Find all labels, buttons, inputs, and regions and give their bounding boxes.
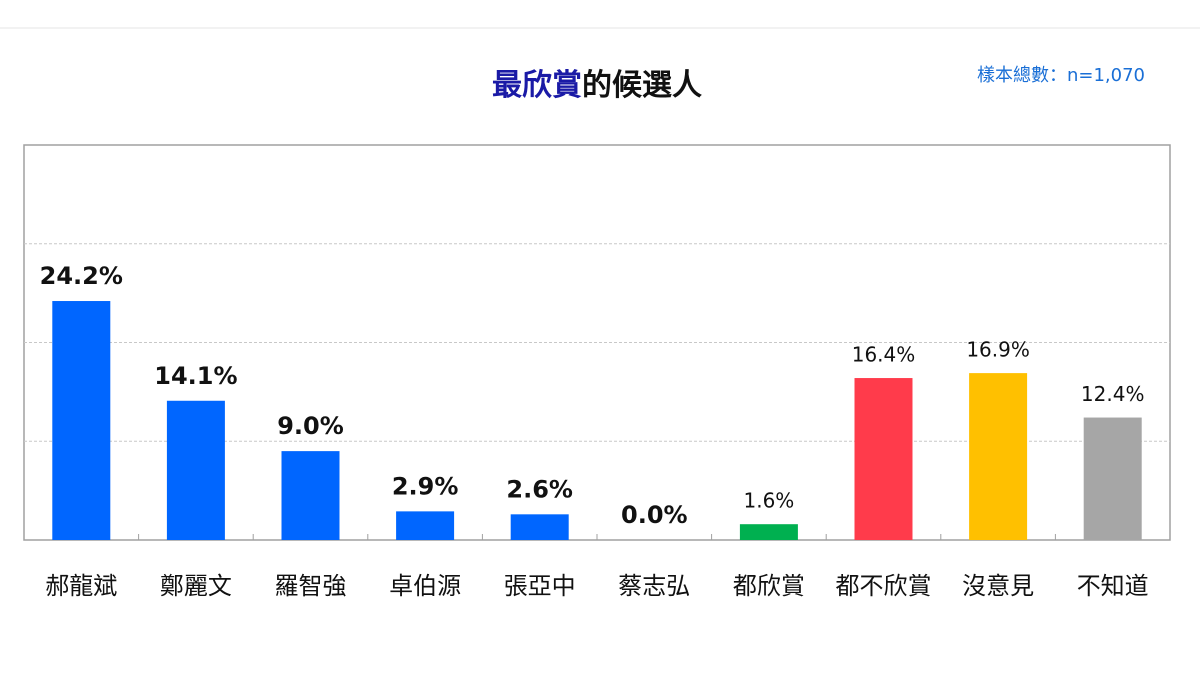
x-tick-label: 羅智強 (275, 572, 347, 600)
bar (281, 451, 340, 540)
bar (396, 511, 455, 540)
value-label: 1.6% (743, 489, 794, 513)
value-label: 16.4% (852, 343, 916, 367)
title-highlight: 最欣賞 (492, 68, 582, 103)
bar (854, 378, 913, 540)
value-label: 2.9% (392, 472, 459, 500)
x-tick-label: 卓伯源 (389, 572, 461, 600)
bar (52, 301, 111, 540)
value-label: 12.4% (1081, 382, 1145, 406)
value-label: 9.0% (277, 412, 344, 440)
sample-note: 樣本總數：n=1,070 (977, 65, 1145, 86)
x-tick-label: 鄭麗文 (160, 572, 232, 600)
value-label: 2.6% (506, 475, 573, 503)
chart-title: 最欣賞的候選人 (492, 68, 702, 103)
value-label: 16.9% (966, 338, 1030, 362)
x-tick-label: 張亞中 (504, 572, 576, 600)
value-label: 24.2% (40, 262, 123, 290)
title-rest: 的候選人 (582, 68, 702, 103)
x-tick-label: 不知道 (1077, 572, 1149, 600)
bar (510, 514, 569, 540)
value-label: 0.0% (621, 501, 688, 529)
bar (1083, 417, 1142, 540)
x-tick-label: 沒意見 (962, 572, 1034, 600)
value-label: 14.1% (154, 362, 237, 390)
x-tick-label: 蔡志弘 (618, 572, 690, 600)
bar (166, 400, 225, 540)
x-tick-label: 都欣賞 (733, 572, 805, 600)
x-tick-label: 郝龍斌 (45, 572, 117, 600)
bar (969, 373, 1028, 540)
bar (739, 524, 798, 540)
x-tick-label: 都不欣賞 (836, 572, 932, 600)
